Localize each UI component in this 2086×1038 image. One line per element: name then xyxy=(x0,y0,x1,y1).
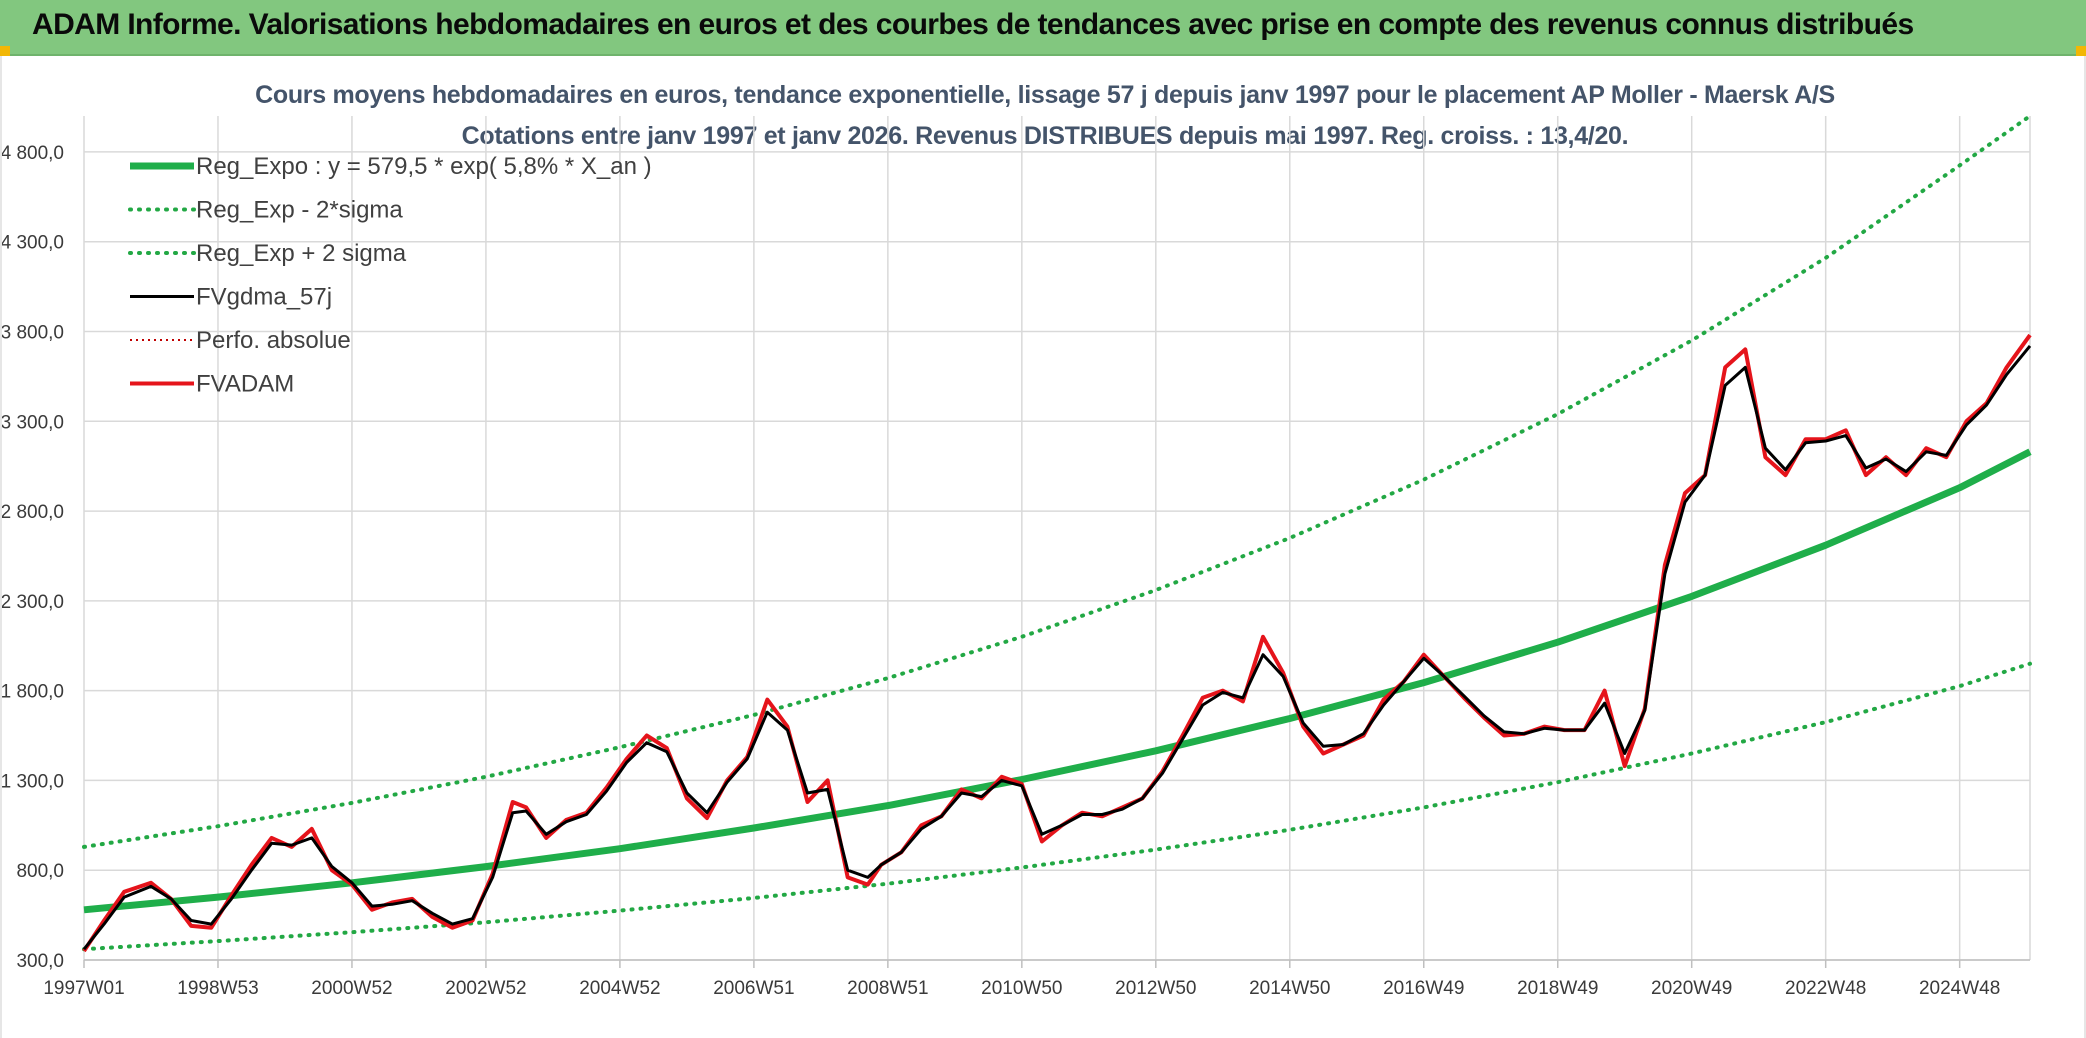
report-banner: ADAM Informe. Valorisations hebdomadaire… xyxy=(0,0,2086,56)
x-tick-label: 2018W49 xyxy=(1517,978,1598,999)
legend-label-smoothed: FVgdma_57j xyxy=(196,284,332,311)
x-tick-label: 2006W51 xyxy=(713,978,794,999)
y-tick-label: 2 800,0 xyxy=(2,502,64,523)
chart-frame: Cours moyens hebdomadaires en euros, ten… xyxy=(0,56,2086,1038)
y-tick-label: 3 800,0 xyxy=(2,322,64,343)
y-tick-label: 4 800,0 xyxy=(2,143,64,164)
legend-label-trend: Reg_Expo : y = 579,5 * exp( 5,8% * X_an … xyxy=(196,153,652,180)
y-tick-label: 1 300,0 xyxy=(2,771,64,792)
legend-label-upper: Reg_Exp + 2 sigma xyxy=(196,240,407,267)
y-tick-label: 3 300,0 xyxy=(2,412,64,433)
y-tick-label: 800,0 xyxy=(16,861,64,882)
x-tick-label: 2010W50 xyxy=(981,978,1062,999)
legend-label-perf: Perfo. absolue xyxy=(196,327,351,354)
x-tick-label: 1998W53 xyxy=(177,978,258,999)
series-line-lower xyxy=(82,661,2032,952)
x-tick-label: 2012W50 xyxy=(1115,978,1196,999)
series-line-upper xyxy=(82,114,2032,849)
chart-title-line2: Cotations entre janv 1997 et janv 2026. … xyxy=(462,122,1629,150)
y-tick-label: 4 300,0 xyxy=(2,233,64,254)
y-tick-label: 2 300,0 xyxy=(2,592,64,613)
series xyxy=(82,114,2032,953)
x-tick-label: 2024W48 xyxy=(1919,978,2000,999)
x-tick-label: 2004W52 xyxy=(579,978,660,999)
x-tick-label: 2008W51 xyxy=(847,978,928,999)
legend-label-lower: Reg_Exp - 2*sigma xyxy=(196,197,403,224)
x-tick-label: 2020W49 xyxy=(1651,978,1732,999)
x-tick-label: 1997W01 xyxy=(43,978,124,999)
y-tick-label: 1 800,0 xyxy=(2,682,64,703)
series-line-trend xyxy=(83,448,2032,914)
legend-label-price: FVADAM xyxy=(196,371,294,398)
legend: Reg_Expo : y = 579,5 * exp( 5,8% * X_an … xyxy=(128,153,652,398)
y-tick-label: 300,0 xyxy=(16,951,64,972)
chart-svg: Cours moyens hebdomadaires en euros, ten… xyxy=(2,81,2032,999)
banner-corner-right xyxy=(2076,46,2086,56)
banner-corner-left xyxy=(0,46,10,56)
x-tick-label: 2000W52 xyxy=(311,978,392,999)
x-tick-label: 2022W48 xyxy=(1785,978,1866,999)
series-line-smoothed xyxy=(82,344,2032,951)
x-tick-label: 2002W52 xyxy=(445,978,526,999)
axes: 300,0 800,0 1 300,0 1 800,0 2 300,0 2 800,0 3 … xyxy=(2,143,2030,999)
grid xyxy=(83,116,2031,961)
chart-title-line1: Cours moyens hebdomadaires en euros, ten… xyxy=(255,81,1835,109)
series-line-price xyxy=(82,333,2032,953)
report-title: ADAM Informe. Valorisations hebdomadaire… xyxy=(32,8,1914,41)
x-tick-label: 2016W49 xyxy=(1383,978,1464,999)
x-tick-label: 2014W50 xyxy=(1249,978,1330,999)
